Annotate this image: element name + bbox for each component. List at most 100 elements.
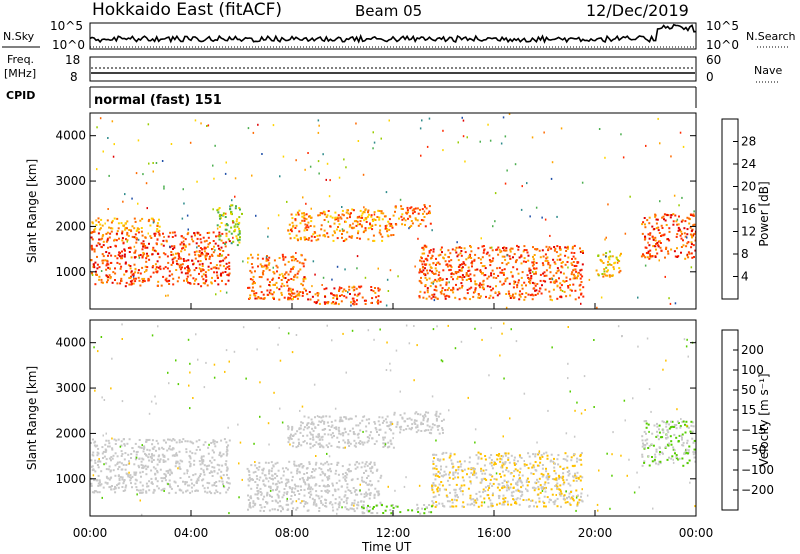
echo-cell [539, 458, 542, 460]
echo-cell [422, 415, 424, 418]
echo-cell [641, 439, 644, 442]
echo-cell [95, 490, 98, 493]
echo-cell [152, 466, 155, 469]
echo-cell [547, 472, 550, 475]
echo-cell [472, 468, 475, 471]
echo-cell [381, 218, 384, 221]
echo-cell [551, 161, 554, 164]
echo-cell [266, 293, 269, 296]
echo-cell [232, 240, 235, 243]
echo-cell [390, 429, 392, 432]
echo-cell [426, 272, 429, 275]
echo-cell [124, 452, 127, 455]
echo-cell [438, 432, 441, 435]
echo-cell [339, 418, 342, 421]
echo-cell [344, 446, 346, 449]
echo-cell [533, 505, 535, 508]
echo-cell [279, 505, 282, 507]
echo-cell [228, 272, 231, 275]
noise-left-tick-bottom: 10^0 [52, 38, 85, 52]
echo-cell [424, 415, 427, 418]
echo-cell [227, 253, 230, 256]
echo-cell [474, 253, 477, 256]
echo-cell [388, 424, 391, 427]
echo-cell [438, 489, 441, 492]
echo-cell [426, 269, 429, 272]
echo-cell [580, 412, 583, 415]
echo-cell [409, 207, 412, 210]
echo-cell [346, 217, 349, 220]
echo-cell [426, 289, 429, 292]
echo-cell [271, 293, 274, 296]
echo-cell [462, 505, 465, 508]
echo-cell [686, 242, 689, 245]
echo-cell [512, 478, 514, 481]
echo-cell [444, 473, 447, 476]
echo-cell [347, 433, 350, 436]
echo-cell [438, 459, 441, 462]
echo-cell [100, 470, 103, 473]
echo-cell [178, 488, 181, 491]
echo-cell [335, 469, 338, 472]
echo-cell [421, 246, 424, 249]
echo-cell [453, 498, 456, 501]
echo-cell [308, 215, 310, 218]
echo-cell [174, 491, 177, 494]
echo-cell [344, 506, 347, 509]
echo-cell [373, 461, 376, 464]
echo-cell [614, 261, 617, 264]
echo-cell [570, 273, 573, 276]
echo-cell [224, 245, 227, 248]
echo-cell [389, 509, 392, 511]
echo-cell [514, 163, 517, 166]
echo-cell [168, 382, 170, 385]
echo-cell [230, 212, 232, 215]
echo-cell [422, 296, 425, 299]
echo-cell [344, 239, 346, 242]
echo-cell [410, 220, 413, 222]
echo-cell [92, 474, 95, 477]
echo-cell [197, 358, 199, 361]
echo-cell [312, 423, 315, 426]
echo-cell [421, 507, 424, 510]
echo-cell [152, 265, 155, 267]
echo-cell [690, 241, 693, 244]
echo-cell [202, 455, 205, 458]
echo-cell [320, 228, 323, 231]
echo-cell [569, 278, 572, 281]
echo-cell [548, 498, 551, 501]
echo-cell [461, 276, 464, 279]
echo-cell [157, 280, 160, 283]
echo-cell [302, 216, 305, 219]
echo-cell [152, 162, 154, 164]
echo-cell [97, 484, 100, 487]
echo-cell [363, 512, 366, 515]
noise-left-label: N.Sky [3, 30, 35, 43]
echo-cell [652, 245, 655, 248]
echo-cell [119, 267, 122, 270]
echo-cell [683, 338, 686, 341]
echo-cell [227, 426, 229, 429]
echo-cell [347, 439, 350, 442]
echo-cell [293, 292, 296, 295]
echo-cell [361, 419, 364, 422]
echo-cell [603, 273, 606, 276]
echo-cell [566, 261, 569, 263]
noise-right-tick-bottom: 10^0 [706, 38, 739, 52]
echo-cell [483, 501, 486, 504]
echo-cell [353, 439, 356, 442]
echo-cell [289, 288, 292, 291]
echo-cell [287, 441, 290, 444]
cpid-text: normal (fast) 151 [94, 93, 222, 108]
echo-cell [678, 457, 681, 460]
echo-cell [419, 208, 421, 211]
echo-cell [440, 474, 443, 477]
echo-cell [360, 285, 363, 288]
echo-cell [131, 475, 134, 478]
echo-cell [377, 492, 380, 495]
echo-cell [477, 296, 480, 299]
echo-cell [532, 464, 535, 467]
echo-cell [677, 440, 680, 443]
echo-cell [222, 212, 225, 215]
